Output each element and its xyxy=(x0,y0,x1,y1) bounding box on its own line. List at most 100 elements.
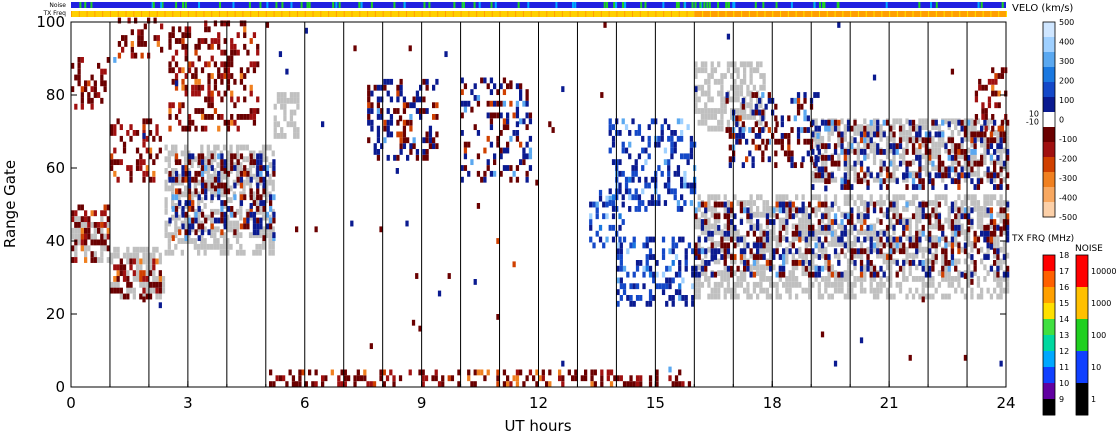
scatter-cell xyxy=(947,281,951,288)
scatter-cell xyxy=(991,125,995,132)
scatter-cell xyxy=(843,124,847,131)
scatter-cell xyxy=(987,96,992,103)
scatter-cell xyxy=(412,137,416,144)
scatter-cell xyxy=(691,265,695,272)
scatter-cell xyxy=(788,270,792,277)
scatter-cell xyxy=(213,226,217,233)
txfreq-bar-tick xyxy=(398,11,400,17)
scatter-cell xyxy=(830,230,834,237)
scatter-cell xyxy=(726,33,731,40)
txfreq-bar-tick xyxy=(117,11,119,17)
scatter-cell xyxy=(778,207,782,214)
scatter-cell xyxy=(618,182,622,189)
scatter-cell xyxy=(960,137,964,144)
scatter-cell xyxy=(164,156,168,163)
txfreq-bar-tick xyxy=(600,11,602,17)
scatter-cell xyxy=(473,95,477,101)
scatter-cell xyxy=(700,211,705,218)
scatter-cell xyxy=(846,246,851,253)
txfreq-bar-tick xyxy=(546,11,548,17)
scatter-cell xyxy=(670,130,674,136)
scatter-cell xyxy=(889,176,893,183)
scatter-cell xyxy=(993,224,997,231)
scatter-cell xyxy=(213,232,217,239)
scatter-cell xyxy=(866,166,870,173)
scatter-cell xyxy=(853,170,857,177)
scatter-cell xyxy=(252,217,257,224)
scatter-cell xyxy=(116,281,120,288)
scatter-cell xyxy=(117,41,122,47)
scatter-cell xyxy=(122,293,127,300)
scatter-cell xyxy=(145,165,149,171)
scatter-cell xyxy=(791,235,795,242)
scatter-cell xyxy=(252,114,257,120)
scatter-cell xyxy=(187,238,191,244)
scatter-cell xyxy=(704,219,708,225)
scatter-cell xyxy=(139,270,143,277)
scatter-cell xyxy=(707,206,711,212)
scatter-cell xyxy=(765,264,770,271)
scatter-cell xyxy=(895,242,899,249)
scatter-cell xyxy=(820,135,825,142)
scatter-cell xyxy=(480,176,484,183)
scatter-cell xyxy=(605,201,609,208)
scatter-cell xyxy=(996,147,1000,154)
scatter-cell xyxy=(639,375,643,382)
scatter-cell xyxy=(749,78,753,85)
scatter-cell xyxy=(970,166,974,173)
scatter-cell xyxy=(629,242,633,249)
scatter-cell xyxy=(986,118,990,125)
scatter-cell xyxy=(608,195,612,202)
scatter-cell xyxy=(161,287,166,294)
scatter-cell xyxy=(954,241,958,247)
scatter-cell xyxy=(866,235,870,242)
scatter-cell xyxy=(837,223,841,230)
scatter-cell xyxy=(145,147,149,154)
scatter-cell xyxy=(853,281,857,288)
scatter-cell xyxy=(824,236,828,243)
scatter-cell xyxy=(168,32,172,39)
scatter-cell xyxy=(795,260,799,266)
scatter-cell xyxy=(869,229,873,236)
scatter-cell xyxy=(650,200,655,206)
scatter-cell xyxy=(608,224,612,231)
scatter-cell xyxy=(135,130,140,136)
scatter-cell xyxy=(872,287,877,294)
scatter-cell xyxy=(733,270,737,277)
scatter-cell xyxy=(754,133,758,139)
scatter-cell xyxy=(814,276,818,282)
scatter-cell xyxy=(694,293,698,300)
scatter-cell xyxy=(402,125,407,132)
scatter-cell xyxy=(934,246,938,253)
scatter-cell xyxy=(148,281,153,288)
scatter-cell xyxy=(236,159,240,166)
scatter-cell xyxy=(272,235,276,242)
scatter-cell xyxy=(782,281,786,288)
scatter-cell xyxy=(791,242,795,249)
scatter-cell xyxy=(911,242,916,249)
velocity-scale-frame xyxy=(1042,21,1056,218)
scatter-cell xyxy=(223,159,227,166)
scatter-cell xyxy=(814,135,818,142)
scatter-cell xyxy=(700,248,705,255)
scatter-cell xyxy=(957,143,961,150)
scatter-cell xyxy=(895,281,899,288)
scatter-cell xyxy=(944,264,948,271)
scatter-cell xyxy=(689,200,694,206)
scatter-cell xyxy=(265,170,270,177)
scatter-cell xyxy=(720,270,724,277)
scatter-cell xyxy=(324,375,328,382)
scatter-cell xyxy=(700,258,705,265)
scatter-cell xyxy=(989,230,994,237)
scatter-cell xyxy=(249,203,253,209)
scatter-cell xyxy=(164,144,168,151)
scatter-cell xyxy=(898,236,903,243)
scatter-cell xyxy=(204,96,208,103)
scatter-cell xyxy=(759,223,763,230)
scatter-cell xyxy=(483,176,487,183)
scatter-cell xyxy=(856,206,860,212)
scatter-cell xyxy=(817,229,821,236)
scatter-cell xyxy=(866,201,870,208)
scatter-cell xyxy=(921,137,925,144)
